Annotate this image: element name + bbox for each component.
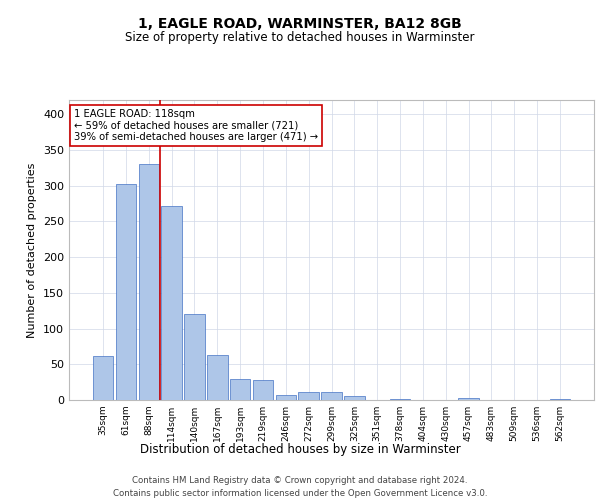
Bar <box>550 398 570 400</box>
Bar <box>161 206 182 400</box>
Bar <box>116 184 136 400</box>
Text: Distribution of detached houses by size in Warminster: Distribution of detached houses by size … <box>140 442 460 456</box>
Bar <box>207 355 227 400</box>
Bar <box>184 314 205 400</box>
Bar <box>458 398 479 400</box>
Text: Contains public sector information licensed under the Open Government Licence v3: Contains public sector information licen… <box>113 489 487 498</box>
Bar <box>139 164 159 400</box>
Bar <box>298 392 319 400</box>
Bar <box>230 380 250 400</box>
Bar <box>275 395 296 400</box>
Bar <box>390 398 410 400</box>
Text: 1, EAGLE ROAD, WARMINSTER, BA12 8GB: 1, EAGLE ROAD, WARMINSTER, BA12 8GB <box>138 18 462 32</box>
Bar <box>93 356 113 400</box>
Bar <box>344 396 365 400</box>
Y-axis label: Number of detached properties: Number of detached properties <box>28 162 37 338</box>
Text: Contains HM Land Registry data © Crown copyright and database right 2024.: Contains HM Land Registry data © Crown c… <box>132 476 468 485</box>
Text: Size of property relative to detached houses in Warminster: Size of property relative to detached ho… <box>125 31 475 44</box>
Text: 1 EAGLE ROAD: 118sqm
← 59% of detached houses are smaller (721)
39% of semi-deta: 1 EAGLE ROAD: 118sqm ← 59% of detached h… <box>74 109 319 142</box>
Bar <box>253 380 273 400</box>
Bar <box>321 392 342 400</box>
